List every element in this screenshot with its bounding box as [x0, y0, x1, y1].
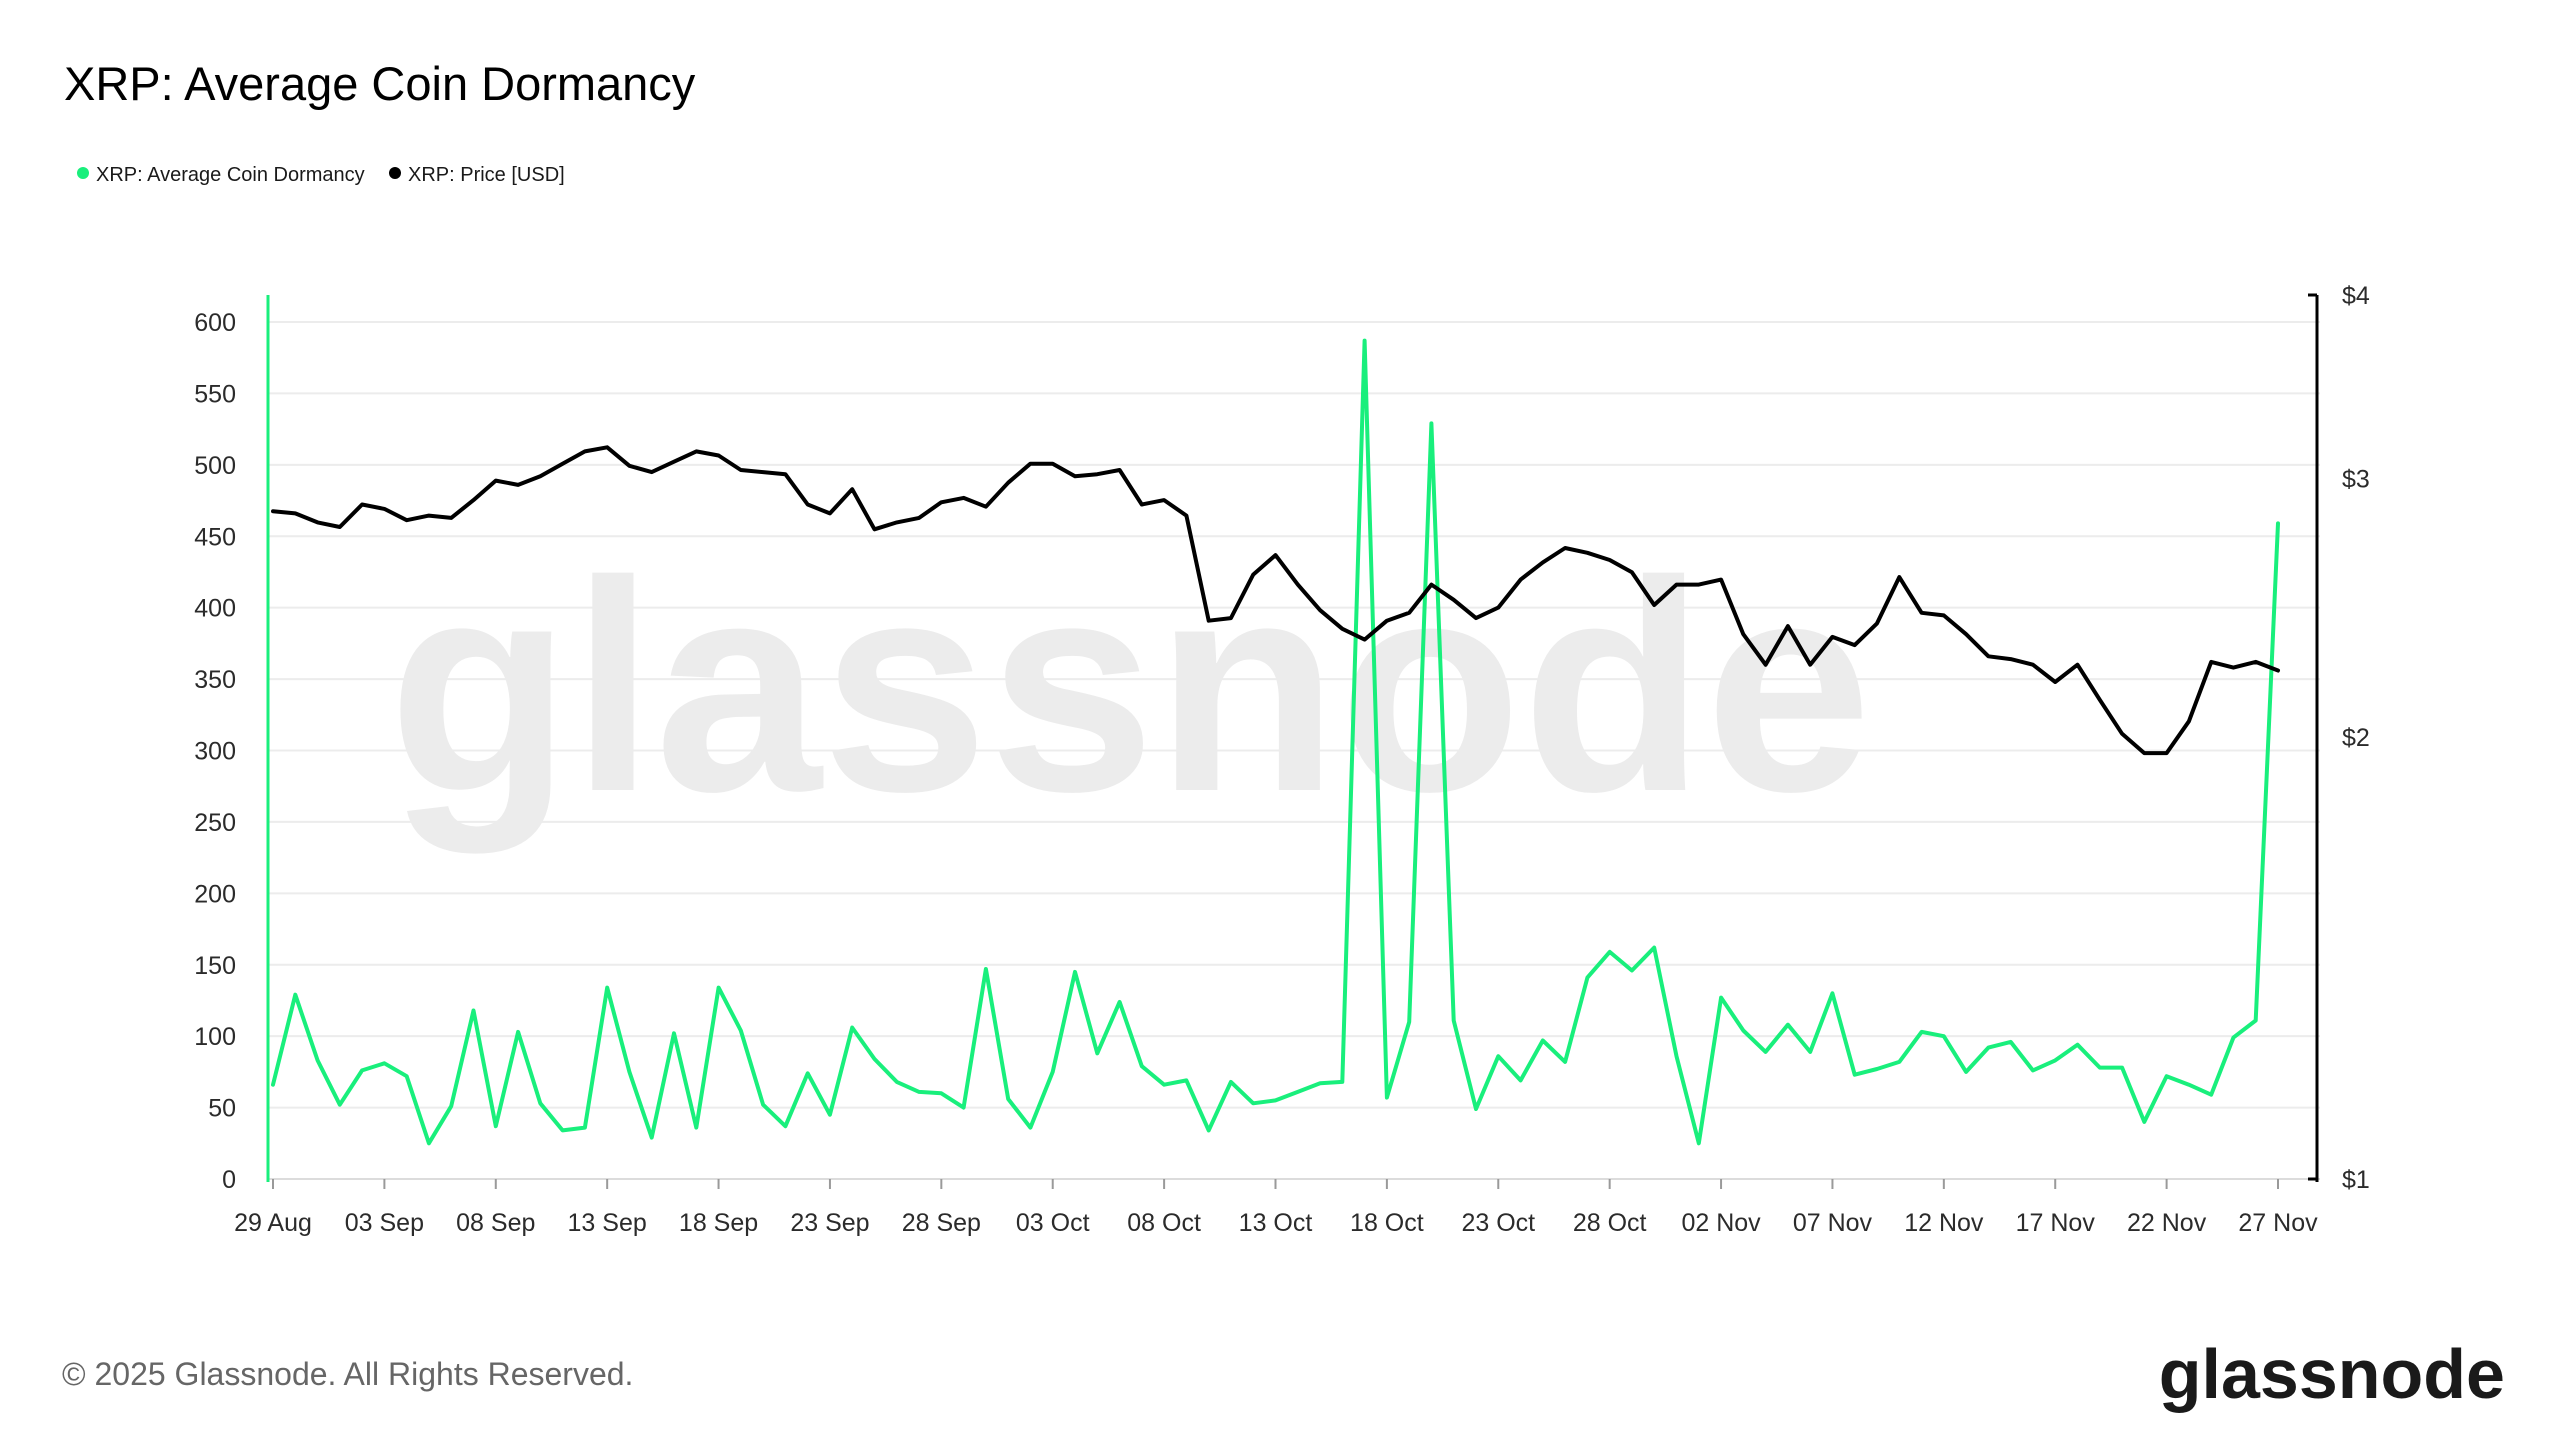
x-tick-label: 28 Sep [902, 1209, 981, 1237]
right-tick-label: $2 [2342, 724, 2370, 752]
left-tick-label: 350 [194, 666, 236, 694]
gridlines [268, 321, 2320, 1109]
left-tick-label: 50 [208, 1095, 236, 1123]
x-tick-label: 17 Nov [2016, 1209, 2096, 1237]
x-tick-label: 29 Aug [234, 1209, 312, 1237]
legend-dot-price [389, 167, 401, 179]
x-tick-label: 23 Oct [1461, 1209, 1535, 1237]
dormancy-series [271, 338, 2280, 1146]
left-tick-label: 100 [194, 1023, 236, 1051]
axes [266, 293, 2320, 1182]
x-tick-label: 08 Oct [1127, 1209, 1201, 1237]
x-tick-label: 27 Nov [2238, 1209, 2318, 1237]
x-tick-label: 02 Nov [1681, 1209, 1761, 1237]
x-tick-label: 03 Sep [345, 1209, 424, 1237]
left-tick-label: 600 [194, 309, 236, 337]
left-tick-label: 550 [194, 380, 236, 408]
left-tick-label: 450 [194, 523, 236, 551]
x-tick-label: 07 Nov [1793, 1209, 1873, 1237]
x-tick-label: 28 Oct [1573, 1209, 1647, 1237]
right-axis-ticks: $1 $2 $3 $4 [2342, 282, 2370, 1194]
right-tick-label: $4 [2342, 282, 2370, 310]
x-tick-label: 08 Sep [456, 1209, 535, 1237]
left-tick-label: 300 [194, 738, 236, 766]
price-line [271, 445, 2280, 756]
left-tick-label: 250 [194, 809, 236, 837]
x-tick-label: 23 Sep [790, 1209, 869, 1237]
footer-logo: glassnode [2159, 1335, 2505, 1413]
x-tick-label: 18 Sep [679, 1209, 758, 1237]
left-tick-label: 0 [222, 1166, 236, 1194]
legend-label-price[interactable]: XRP: Price [USD] [408, 164, 565, 186]
dormancy-line [271, 338, 2280, 1146]
watermark: glassnode [388, 518, 1872, 856]
price-series [271, 445, 2280, 756]
left-tick-label: 150 [194, 952, 236, 980]
left-tick-label: 500 [194, 452, 236, 480]
chart-title: XRP: Average Coin Dormancy [64, 57, 696, 110]
right-tick-label: $3 [2342, 465, 2370, 493]
x-tick-label: 13 Sep [568, 1209, 647, 1237]
left-axis-ticks: 0 50 100 150 200 250 300 350 400 450 500 550 600 [194, 309, 236, 1194]
footer-copyright: © 2025 Glassnode. All Rights Reserved. [62, 1356, 633, 1392]
x-tick-label: 13 Oct [1239, 1209, 1313, 1237]
left-tick-label: 200 [194, 880, 236, 908]
right-tick-label: $1 [2342, 1166, 2370, 1194]
x-tick-label: 03 Oct [1016, 1209, 1090, 1237]
x-tick-label: 12 Nov [1904, 1209, 1984, 1237]
left-tick-label: 400 [194, 595, 236, 623]
x-tick-label: 22 Nov [2127, 1209, 2207, 1237]
x-axis-ticks: 29 Aug 03 Sep 08 Sep 13 Sep 18 Sep 23 Sep 28 S… [234, 1179, 2318, 1237]
legend-label-dormancy[interactable]: XRP: Average Coin Dormancy [96, 164, 365, 186]
series-layer [271, 338, 2280, 1146]
legend-dot-dormancy [77, 167, 89, 179]
legend: XRP: Average Coin Dormancy XRP: Price [U… [77, 164, 565, 186]
x-tick-label: 18 Oct [1350, 1209, 1424, 1237]
